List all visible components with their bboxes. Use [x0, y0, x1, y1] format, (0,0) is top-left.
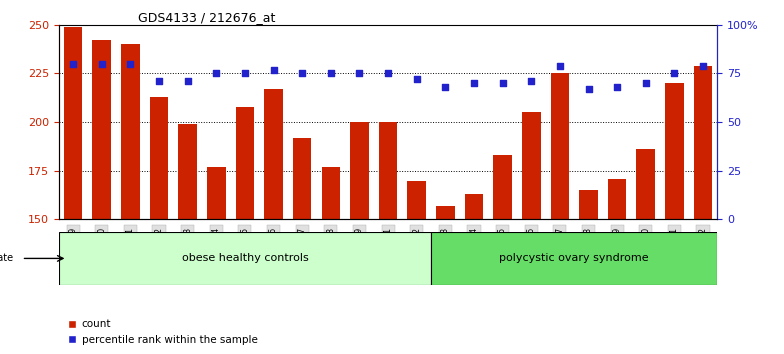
Point	[67, 61, 79, 67]
Bar	[64, 27, 82, 219]
Point	[96, 61, 108, 67]
Point	[296, 70, 308, 76]
Bar	[293, 138, 311, 219]
Bar	[493, 155, 512, 219]
Point	[238, 70, 251, 76]
Bar	[207, 167, 226, 219]
Point	[468, 80, 481, 86]
Bar	[436, 206, 455, 219]
Point	[382, 70, 394, 76]
Bar	[408, 181, 426, 219]
Bar	[379, 122, 397, 219]
Bar	[550, 73, 569, 219]
Point	[325, 70, 337, 76]
Point	[353, 70, 365, 76]
Bar	[178, 124, 197, 219]
Text: obese healthy controls: obese healthy controls	[182, 253, 308, 263]
Bar	[579, 190, 598, 219]
Bar	[121, 44, 140, 219]
Bar	[264, 89, 283, 219]
Point	[439, 84, 452, 90]
Bar	[694, 65, 713, 219]
Bar	[236, 107, 254, 219]
Bar	[321, 167, 340, 219]
Legend: count, percentile rank within the sample: count, percentile rank within the sample	[64, 315, 262, 349]
Bar	[522, 112, 540, 219]
Text: polycystic ovary syndrome: polycystic ovary syndrome	[499, 253, 649, 263]
Point	[153, 78, 165, 84]
Bar	[350, 122, 368, 219]
Text: disease state: disease state	[0, 253, 13, 263]
Bar	[608, 178, 626, 219]
Point	[611, 84, 623, 90]
Bar	[465, 194, 483, 219]
Point	[181, 78, 194, 84]
Point	[697, 63, 710, 68]
Point	[668, 70, 681, 76]
Text: GDS4133 / 212676_at: GDS4133 / 212676_at	[138, 11, 275, 24]
Point	[210, 70, 223, 76]
Bar	[637, 149, 655, 219]
Point	[267, 67, 280, 72]
Bar	[59, 232, 431, 285]
Point	[525, 78, 538, 84]
Bar	[150, 97, 169, 219]
Bar	[93, 40, 111, 219]
Point	[583, 86, 595, 92]
Bar	[665, 83, 684, 219]
Point	[124, 61, 136, 67]
Point	[496, 80, 509, 86]
Point	[411, 76, 423, 82]
Bar	[431, 232, 717, 285]
Point	[640, 80, 652, 86]
Point	[554, 63, 566, 68]
